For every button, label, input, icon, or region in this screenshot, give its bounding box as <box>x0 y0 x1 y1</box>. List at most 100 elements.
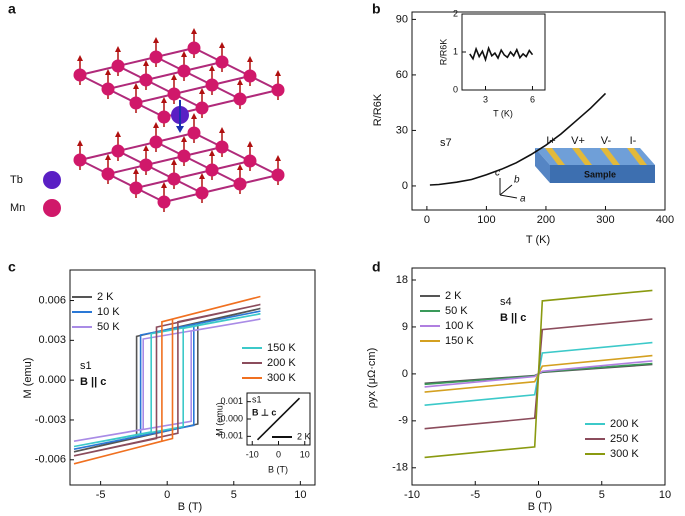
y-tick-label: 0 <box>402 180 408 192</box>
spin-head <box>237 79 243 85</box>
spin-head <box>161 97 167 103</box>
legend-label: 200 K <box>267 357 296 369</box>
mn-atom <box>157 195 171 209</box>
bond <box>117 141 157 152</box>
spin-head <box>176 126 184 133</box>
y-tick-label: 0.006 <box>38 294 66 306</box>
spin-head <box>209 65 215 71</box>
x-tick-label: 0 <box>276 449 281 459</box>
axis-letter: b <box>514 175 520 186</box>
x-tick-label: -5 <box>96 489 106 501</box>
spin-head <box>115 131 121 137</box>
x-tick-label: 10 <box>659 489 671 501</box>
sample-label: Sample <box>584 169 616 179</box>
bond <box>155 132 195 143</box>
mn-atom <box>73 153 87 167</box>
x-axis-label: T (K) <box>526 234 550 246</box>
spin-head <box>143 60 149 66</box>
legend-label: 2 K <box>297 431 311 441</box>
x-tick-label: 10 <box>300 449 310 459</box>
bond <box>117 56 157 67</box>
panel-label: c <box>8 259 16 275</box>
panel-label: b <box>372 1 381 17</box>
legend-label: 150 K <box>267 342 296 354</box>
x-axis-label: B (T) <box>268 464 288 474</box>
mn-atom <box>195 186 209 200</box>
y-tick-label: 30 <box>396 124 408 136</box>
spin-head <box>247 141 253 147</box>
legend-label: 2 K <box>445 290 462 302</box>
mn-atom <box>101 82 115 96</box>
bond <box>135 93 175 104</box>
mn-atom <box>243 154 257 168</box>
data-line <box>73 295 261 465</box>
bond <box>173 169 213 180</box>
data-line <box>429 92 607 186</box>
spin-head <box>133 168 139 174</box>
contact-label: V+ <box>571 135 585 147</box>
bond <box>239 89 279 100</box>
bond <box>155 47 195 58</box>
y-tick-label: 60 <box>396 69 408 81</box>
spin-head <box>181 51 187 57</box>
y-axis-label: R/R6K <box>438 39 448 66</box>
mn-atom <box>215 55 229 69</box>
spin-head <box>105 154 111 160</box>
mn-atom <box>187 41 201 55</box>
spin-head <box>105 69 111 75</box>
x-tick-label: 5 <box>231 489 237 501</box>
plot-frame <box>411 11 666 211</box>
x-tick-label: 5 <box>599 489 605 501</box>
mn-atom <box>187 126 201 140</box>
sample-schematic <box>499 148 655 199</box>
x-tick-label: 200 <box>537 214 555 226</box>
data-line <box>73 318 261 442</box>
annotation: B || c <box>500 312 526 324</box>
mn-atom <box>195 101 209 115</box>
mn-atom <box>167 172 181 186</box>
annotation: s7 <box>440 137 452 149</box>
mn-atom <box>177 64 191 78</box>
data-line <box>469 45 534 63</box>
mn-atom <box>215 140 229 154</box>
bond <box>201 183 241 194</box>
x-tick-label: 100 <box>477 214 495 226</box>
spin-head <box>191 113 197 119</box>
x-tick-label: 3 <box>483 94 488 104</box>
y-tick-label: 0 <box>402 368 408 380</box>
spin-head <box>219 127 225 133</box>
spin-head <box>199 88 205 94</box>
spin-head <box>219 42 225 48</box>
x-tick-label: 0 <box>535 489 541 501</box>
spin-head <box>133 83 139 89</box>
spin-head <box>77 140 83 146</box>
x-tick-label: 400 <box>656 214 674 226</box>
contact-label: I- <box>630 135 637 147</box>
mn-atom <box>233 177 247 191</box>
annotation: s1 <box>252 394 262 404</box>
bond <box>183 61 223 72</box>
tb-atom <box>43 171 61 189</box>
bond <box>79 150 119 161</box>
spin-head <box>237 164 243 170</box>
x-tick-label: 0 <box>164 489 170 501</box>
bond <box>79 65 119 76</box>
bond <box>145 70 185 81</box>
x-tick-label: -10 <box>404 489 420 501</box>
y-axis-label: ρyx (μΩ·cm) <box>366 348 378 409</box>
mn-atom <box>149 50 163 64</box>
y-tick-label: -9 <box>398 415 408 427</box>
spin-head <box>143 145 149 151</box>
mn-atom <box>139 158 153 172</box>
panel-label: d <box>372 259 381 275</box>
x-tick-label: 300 <box>596 214 614 226</box>
legend-label: 150 K <box>445 335 474 347</box>
y-axis-label: R/R6K <box>372 93 384 126</box>
bond <box>107 164 147 175</box>
y-tick-label: 9 <box>402 321 408 333</box>
legend-label: 250 K <box>610 433 639 445</box>
mn-atom <box>111 144 125 158</box>
legend-label: 300 K <box>267 372 296 384</box>
axis-letter: a <box>520 194 526 205</box>
